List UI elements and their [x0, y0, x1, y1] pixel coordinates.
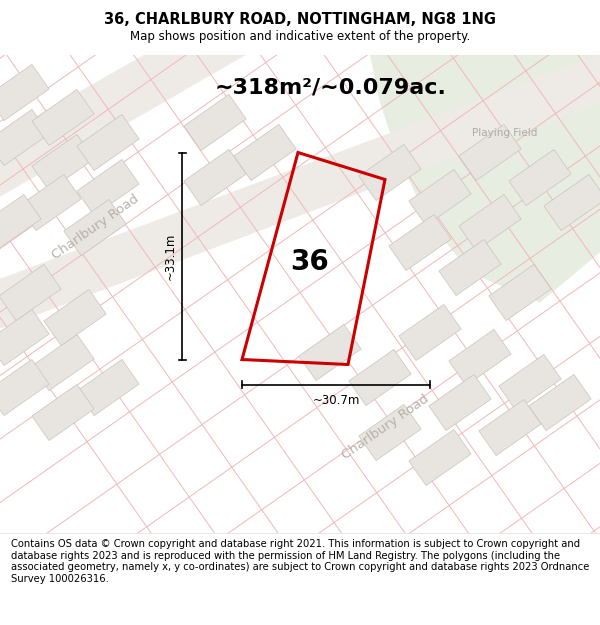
- Polygon shape: [19, 174, 81, 231]
- Polygon shape: [389, 214, 451, 271]
- Polygon shape: [0, 64, 49, 121]
- Text: ~30.7m: ~30.7m: [313, 394, 359, 408]
- Text: Playing Field: Playing Field: [472, 127, 538, 138]
- Polygon shape: [0, 0, 250, 202]
- Text: ~318m²/~0.079ac.: ~318m²/~0.079ac.: [215, 78, 447, 98]
- Polygon shape: [184, 149, 246, 206]
- Text: Charlbury Road: Charlbury Road: [339, 392, 431, 462]
- Polygon shape: [32, 384, 94, 441]
- Polygon shape: [0, 264, 61, 321]
- Polygon shape: [32, 334, 94, 391]
- Polygon shape: [44, 289, 106, 346]
- Polygon shape: [409, 169, 471, 226]
- Polygon shape: [32, 89, 94, 146]
- Polygon shape: [299, 324, 361, 381]
- Polygon shape: [439, 239, 501, 296]
- Polygon shape: [0, 194, 41, 251]
- Text: Charlbury Road: Charlbury Road: [49, 192, 141, 262]
- Polygon shape: [459, 194, 521, 251]
- Text: Map shows position and indicative extent of the property.: Map shows position and indicative extent…: [130, 30, 470, 43]
- Polygon shape: [77, 359, 139, 416]
- Polygon shape: [509, 149, 571, 206]
- Polygon shape: [544, 174, 600, 231]
- Text: ~33.1m: ~33.1m: [164, 232, 177, 280]
- Polygon shape: [359, 404, 421, 461]
- Polygon shape: [77, 159, 139, 216]
- Polygon shape: [489, 264, 551, 321]
- Polygon shape: [77, 114, 139, 171]
- Polygon shape: [499, 354, 561, 411]
- Polygon shape: [359, 144, 421, 201]
- Polygon shape: [459, 124, 521, 181]
- Text: 36: 36: [290, 249, 329, 276]
- Polygon shape: [370, 55, 600, 302]
- Polygon shape: [0, 109, 49, 166]
- Polygon shape: [349, 349, 411, 406]
- Text: 36, CHARLBURY ROAD, NOTTINGHAM, NG8 1NG: 36, CHARLBURY ROAD, NOTTINGHAM, NG8 1NG: [104, 12, 496, 27]
- Text: Contains OS data © Crown copyright and database right 2021. This information is : Contains OS data © Crown copyright and d…: [11, 539, 589, 584]
- Polygon shape: [32, 134, 94, 191]
- Polygon shape: [429, 374, 491, 431]
- Polygon shape: [0, 54, 600, 333]
- Polygon shape: [64, 199, 126, 256]
- Polygon shape: [0, 309, 49, 366]
- Polygon shape: [184, 94, 246, 151]
- Polygon shape: [234, 124, 296, 181]
- Polygon shape: [449, 329, 511, 386]
- Polygon shape: [409, 429, 471, 486]
- Polygon shape: [529, 374, 591, 431]
- Polygon shape: [479, 399, 541, 456]
- Polygon shape: [0, 359, 49, 416]
- Polygon shape: [399, 304, 461, 361]
